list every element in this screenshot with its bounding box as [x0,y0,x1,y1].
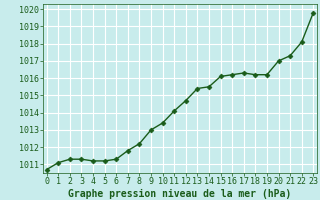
X-axis label: Graphe pression niveau de la mer (hPa): Graphe pression niveau de la mer (hPa) [68,189,292,199]
